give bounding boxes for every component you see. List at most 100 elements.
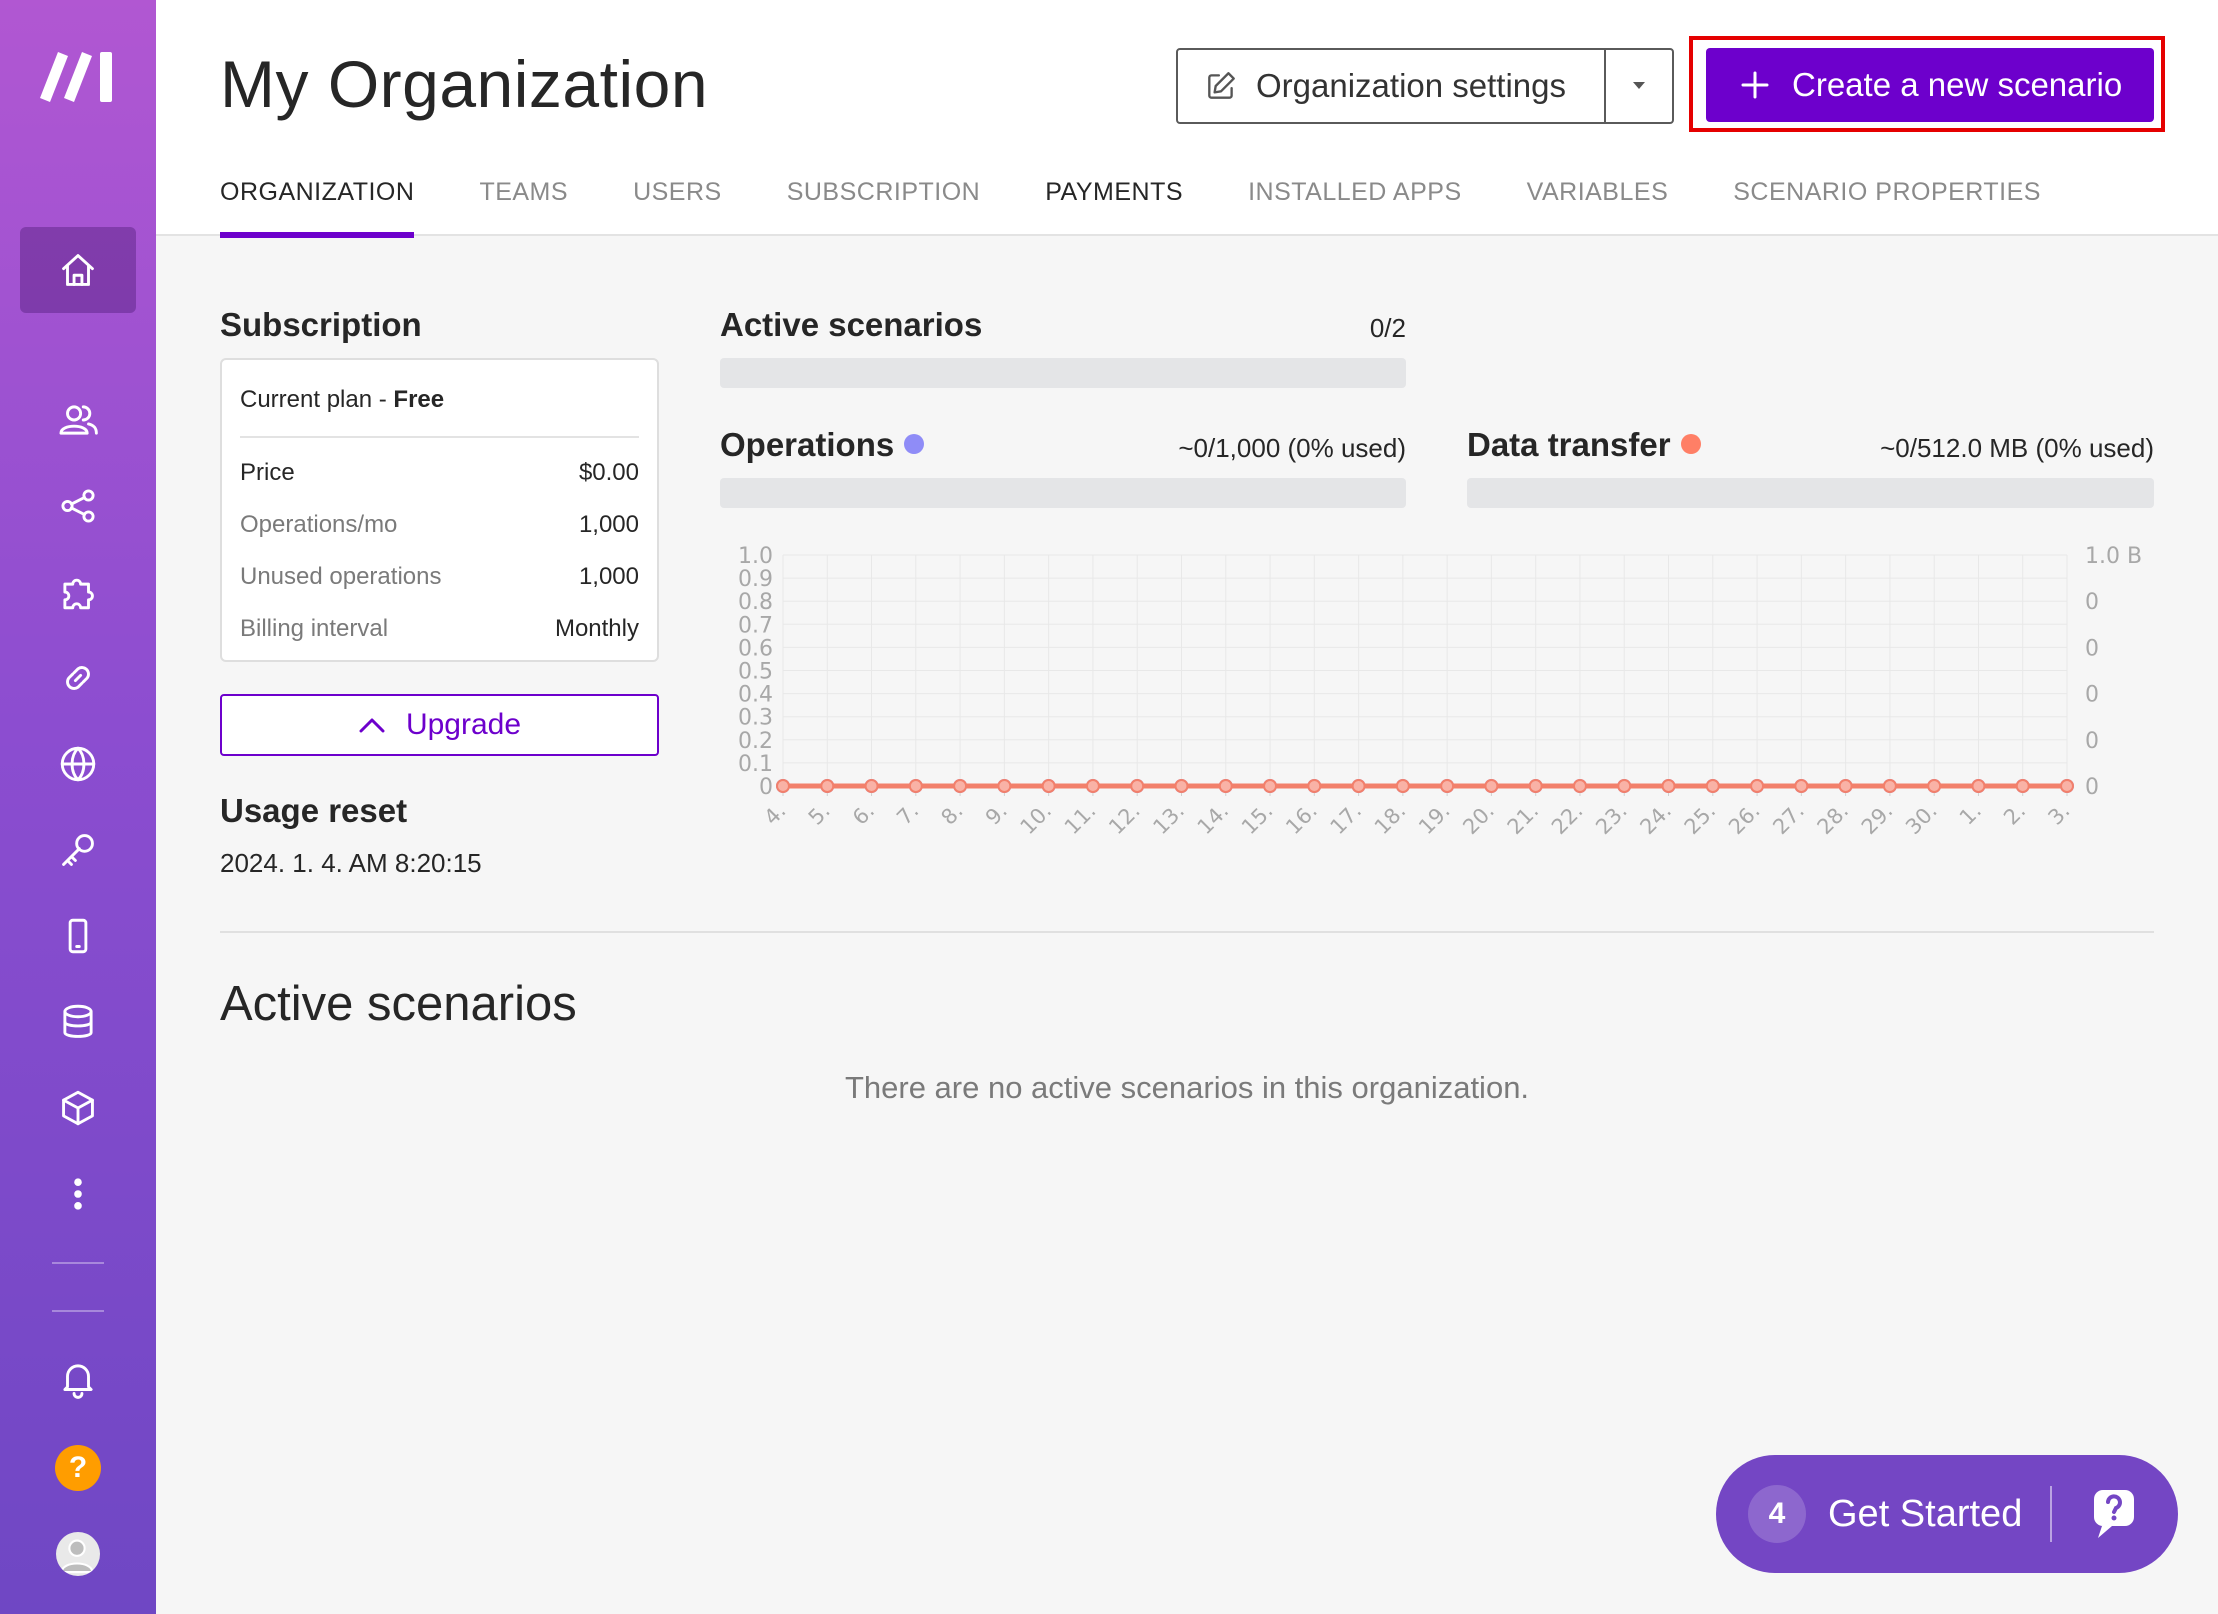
chart-data-point (1882, 779, 1897, 793)
chart-x-tick-label: 19. (1414, 799, 1455, 840)
organization-settings-dropdown[interactable] (1606, 50, 1672, 122)
upgrade-label: Upgrade (405, 708, 522, 741)
create-scenario-button[interactable]: Create a new scenario (1706, 48, 2154, 122)
chart-data-point (1218, 779, 1233, 793)
chart-y-left-tick-label: 0.9 (738, 567, 773, 592)
chart-y-right-tick-label: 0 (2085, 636, 2099, 661)
subscription-row: Billing interval Monthly (240, 615, 639, 643)
row-key: Operations/mo (240, 511, 398, 538)
chart-y-right-tick-label: 0 (2085, 775, 2099, 800)
chart-x-tick-label: 3. (2043, 799, 2074, 830)
sidebar-item-more[interactable] (20, 1151, 136, 1237)
row-value: 1,000 (578, 511, 639, 538)
chart-x-tick-label: 1. (1955, 799, 1986, 830)
sidebar-item-users[interactable] (20, 377, 136, 463)
chart-y-left-tick-label: 1.0 (738, 544, 773, 569)
sidebar: ? (0, 0, 156, 1614)
get-started-widget[interactable]: 4 Get Started (1716, 1455, 2178, 1573)
empty-state-message: There are no active scenarios in this or… (844, 1070, 1530, 1105)
chart-x-tick-label: 16. (1281, 799, 1322, 840)
sidebar-item-data-structures[interactable] (20, 1065, 136, 1151)
active-scenarios-stat-value: 0/2 (1369, 313, 1406, 343)
tab-organization[interactable]: ORGANIZATION (220, 172, 415, 238)
chart-x-tick-label: 11. (1060, 799, 1101, 840)
sidebar-item-webhooks[interactable] (20, 721, 136, 807)
sidebar-item-home[interactable] (20, 227, 136, 313)
chart-x-tick-label: 8. (936, 799, 967, 830)
sidebar-item-apps[interactable] (20, 549, 136, 635)
tab-installed-apps[interactable]: INSTALLED APPS (1248, 178, 1462, 206)
chart-data-point (1572, 779, 1587, 793)
active-scenarios-heading: Active scenarios (220, 977, 577, 1031)
chart-y-left-tick-label: 0.7 (738, 613, 773, 638)
chart-x-tick-label: 22. (1547, 799, 1588, 840)
row-value: Monthly (554, 615, 639, 642)
tab-users[interactable]: USERS (633, 178, 722, 206)
tab-scenario-properties[interactable]: SCENARIO PROPERTIES (1733, 178, 2041, 206)
subscription-row: Unused operations 1,000 (240, 563, 639, 591)
chart-data-point (1528, 779, 1543, 793)
chart-data-point (776, 779, 790, 793)
chart-data-point (1440, 779, 1455, 793)
chart-x-tick-label: 13. (1148, 799, 1189, 840)
subscription-row: Operations/mo 1,000 (240, 511, 639, 539)
chart-data-point (1041, 779, 1056, 793)
organization-settings-button[interactable]: Organization settings (1178, 50, 1606, 122)
chart-x-tick-label: 17. (1326, 799, 1367, 840)
get-started-label: Get Started (1828, 1492, 2023, 1535)
tab-subscription[interactable]: SUBSCRIPTION (786, 178, 981, 206)
database-icon (63, 1004, 93, 1038)
chart-data-point (820, 779, 835, 793)
chart-y-left-tick-label: 0.2 (738, 729, 773, 754)
chart-data-point (1838, 779, 1853, 793)
chart-x-tick-label: 27. (1768, 799, 1809, 840)
chart-x-tick-label: 29. (1857, 799, 1898, 840)
chart-data-point (908, 779, 923, 793)
upgrade-button[interactable]: Upgrade (220, 694, 659, 756)
sidebar-item-profile[interactable] (20, 1511, 136, 1597)
chart-x-tick-label: 18. (1370, 799, 1411, 840)
chart-data-point (1617, 779, 1632, 793)
caret-down-icon (1633, 82, 1645, 89)
chart-y-right-tick-label: 0 (2085, 729, 2099, 754)
active-scenarios-stat-title: Active scenarios (720, 306, 983, 343)
chart-data-point (2015, 779, 2030, 793)
users-icon (59, 405, 98, 435)
row-key: Unused operations (240, 563, 442, 590)
chart-data-point (1794, 779, 1809, 793)
sidebar-item-datastores[interactable] (20, 979, 136, 1065)
subscription-title: Subscription (220, 306, 422, 343)
chart-data-point (1484, 779, 1499, 793)
make-logo-icon[interactable] (40, 46, 116, 104)
sidebar-item-help[interactable]: ? (20, 1425, 136, 1511)
chart-data-point (1263, 779, 1278, 793)
chart-x-tick-label: 24. (1635, 799, 1676, 840)
sidebar-item-keys[interactable] (20, 807, 136, 893)
chart-y-left-tick-label: 0.5 (738, 660, 773, 685)
puzzle-icon (63, 578, 94, 610)
chart-data-point (2060, 779, 2074, 793)
organization-settings-button-group: Organization settings (1176, 48, 1674, 124)
chart-y-right-tick-label: 1.0 B (2085, 544, 2142, 569)
tab-teams[interactable]: TEAMS (479, 178, 569, 206)
create-scenario-label: Create a new scenario (1792, 66, 2123, 103)
chart-x-tick-label: 15. (1237, 799, 1278, 840)
chart-data-point (1705, 779, 1720, 793)
tab-variables[interactable]: VARIABLES (1526, 178, 1669, 206)
sidebar-item-scenarios[interactable] (20, 463, 136, 549)
chart-data-point (1927, 779, 1942, 793)
more-icon (74, 1178, 82, 1210)
chart-x-tick-label: 6. (848, 799, 879, 830)
chart-y-left-tick-label: 0 (759, 775, 773, 800)
row-key: Price (240, 459, 295, 486)
chart-x-tick-label: 9. (981, 799, 1012, 830)
operations-legend-dot (904, 434, 925, 455)
chart-y-right-tick-label: 0 (2085, 683, 2099, 708)
sidebar-item-connections[interactable] (20, 635, 136, 721)
page-title: My Organization (220, 47, 709, 121)
sidebar-item-notifications[interactable] (20, 1336, 136, 1422)
tab-payments[interactable]: PAYMENTS (1045, 178, 1184, 206)
sidebar-item-devices[interactable] (20, 893, 136, 979)
chart-x-tick-label: 4. (759, 799, 790, 830)
row-key: Billing interval (240, 615, 389, 642)
